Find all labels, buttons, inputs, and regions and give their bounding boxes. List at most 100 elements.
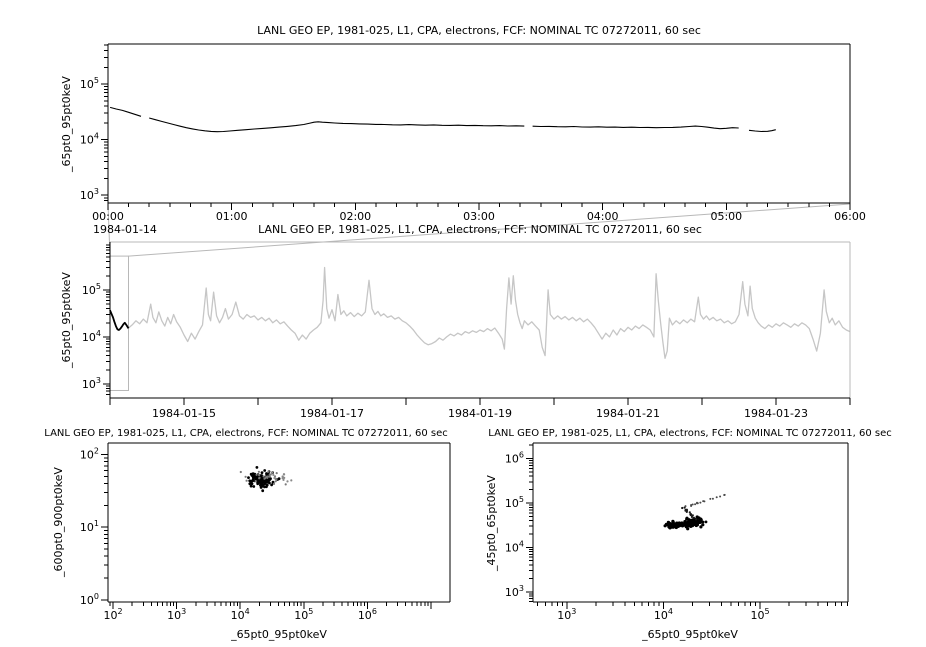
- plot1-title: LANL GEO EP, 1981-025, L1, CPA, electron…: [257, 24, 701, 37]
- log-tick-label: 103: [80, 187, 99, 202]
- data-point: [688, 511, 691, 514]
- data-point: [690, 515, 694, 519]
- data-point: [696, 501, 698, 504]
- data-point: [704, 520, 708, 524]
- data-point: [695, 518, 698, 521]
- time-tick-label: 04:00: [587, 210, 619, 223]
- data-point: [261, 481, 264, 484]
- data-point: [256, 480, 260, 483]
- plot-overview-timeseries: LANL GEO EP, 1981-025, L1, CPA, electron…: [60, 223, 851, 420]
- plot4-axes-and-data: 103 104 105 106 103 104 105: [505, 442, 849, 622]
- data-point: [715, 496, 718, 499]
- log-tick-label: 104: [654, 607, 673, 622]
- plot3-ylabel: _600pt0_900pt0keV: [52, 467, 65, 578]
- data-point: [258, 477, 261, 480]
- data-point: [685, 510, 688, 513]
- data-point: [683, 506, 686, 509]
- data-point: [711, 497, 714, 500]
- data-point: [260, 484, 264, 488]
- time-tick-label: 05:00: [710, 210, 742, 223]
- date-tick-label: 1984-01-19: [448, 407, 512, 420]
- data-point: [284, 483, 287, 486]
- data-point: [260, 471, 264, 474]
- data-point: [256, 482, 260, 486]
- data-point: [700, 520, 704, 523]
- plot3-title: LANL GEO EP, 1981-025, L1, CPA, electron…: [44, 428, 447, 439]
- plot-scatter-45-65: LANL GEO EP, 1981-025, L1, CPA, electron…: [485, 428, 892, 641]
- data-point: [691, 503, 694, 506]
- data-point: [723, 493, 726, 496]
- zoom-connector-right: [128, 203, 851, 257]
- time-tick-label: 06:00: [834, 210, 866, 223]
- plot4-xlabel: _65pt0_95pt0keV: [641, 628, 738, 641]
- data-point: [275, 477, 278, 481]
- plot-zoom-timeseries: LANL GEO EP, 1981-025, L1, CPA, electron…: [60, 24, 866, 236]
- data-point: [690, 504, 693, 506]
- data-point: [254, 476, 257, 480]
- data-point: [671, 520, 675, 524]
- log-tick-label: 105: [751, 607, 770, 622]
- data-point: [684, 505, 687, 508]
- data-point: [267, 470, 270, 473]
- data-point: [674, 525, 678, 530]
- data-point: [694, 503, 697, 506]
- data-point: [290, 479, 293, 482]
- data-point: [272, 482, 276, 485]
- data-point: [684, 522, 688, 526]
- data-point: [282, 476, 285, 479]
- data-point: [248, 479, 252, 483]
- data-point: [699, 501, 702, 504]
- data-point: [701, 523, 705, 527]
- plot2-axes-and-data: 103 104 105 1984-01-15 1984-01-17 1984-01-19 1…: [82, 241, 851, 420]
- data-point: [282, 473, 285, 476]
- data-point: [249, 472, 253, 476]
- time-tick-label: 02:00: [339, 210, 371, 223]
- data-point: [245, 479, 248, 482]
- plot3-axes-and-data: 100 101 102 102 103 104 105 106: [80, 442, 451, 622]
- log-tick-label: 102: [104, 607, 123, 622]
- data-point: [273, 476, 276, 479]
- data-point: [282, 478, 285, 481]
- plot-scatter-600-900: LANL GEO EP, 1981-025, L1, CPA, electron…: [44, 428, 451, 641]
- data-point: [263, 485, 266, 489]
- data-point: [719, 495, 722, 498]
- data-point: [699, 525, 703, 529]
- data-point: [263, 482, 266, 486]
- time-tick-label: 01:00: [216, 210, 248, 223]
- log-tick-label: 100: [80, 592, 99, 607]
- data-point: [258, 473, 261, 477]
- plot1-axes-and-data: 103 104 105 00:00 01:00 02:00 03:00 04:00 05:00 0…: [80, 43, 866, 223]
- data-point: [257, 470, 260, 473]
- data-point: [267, 478, 271, 482]
- data-point: [270, 483, 273, 487]
- data-point: [269, 473, 272, 476]
- scatter-points: [239, 466, 293, 493]
- data-point: [286, 480, 289, 483]
- date-tick-label: 1984-01-17: [300, 407, 364, 420]
- data-point: [255, 473, 258, 476]
- data-point: [267, 480, 270, 484]
- log-tick-label: 101: [80, 519, 99, 534]
- log-tick-label: 102: [80, 447, 99, 462]
- data-point: [248, 482, 252, 486]
- data-point: [272, 473, 275, 476]
- data-point: [685, 508, 689, 511]
- data-point: [672, 524, 676, 528]
- log-tick-label: 104: [80, 132, 99, 147]
- flux-line: [109, 309, 130, 331]
- data-point: [686, 520, 691, 524]
- data-point: [685, 517, 689, 521]
- date-tick-label: 1984-01-15: [152, 407, 216, 420]
- log-tick-label: 104: [82, 329, 101, 344]
- data-point: [251, 478, 255, 482]
- log-tick-label: 106: [358, 607, 377, 622]
- data-point: [691, 514, 694, 517]
- log-tick-label: 103: [167, 607, 186, 622]
- data-point: [252, 485, 256, 488]
- data-point: [244, 475, 247, 478]
- log-tick-label: 105: [505, 495, 524, 510]
- data-point: [689, 513, 693, 516]
- log-tick-label: 105: [80, 76, 99, 91]
